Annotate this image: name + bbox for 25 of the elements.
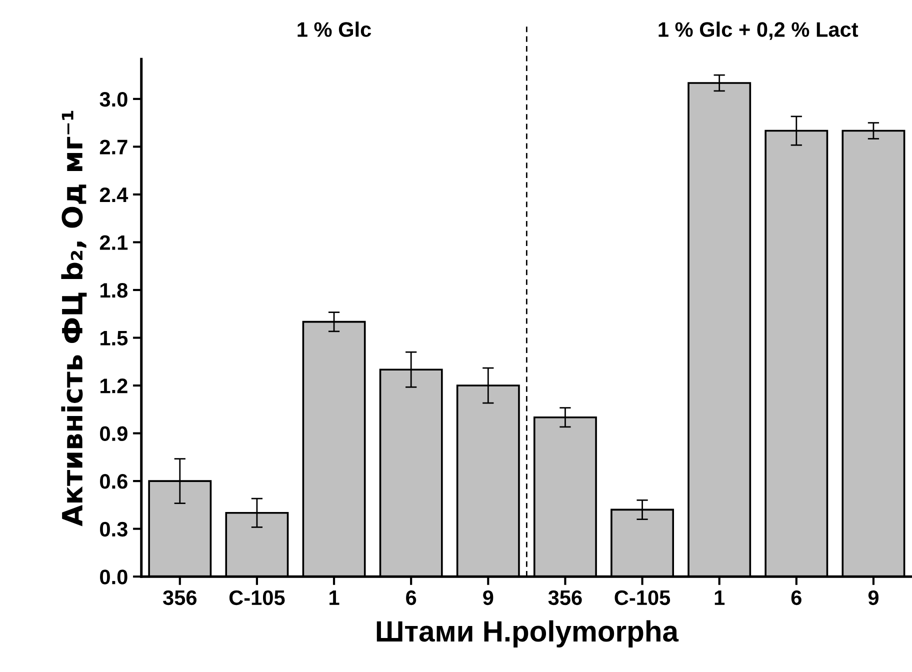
y-tick-label: 1.5 (100, 330, 128, 346)
y-tick-label: 1.2 (100, 378, 128, 394)
x-tick-label: 6 (791, 590, 802, 606)
x-tick-label: C-105 (229, 590, 285, 606)
x-tick-label: 1 (714, 590, 725, 605)
x-axis-title: Штами H.polymorpha (376, 620, 679, 648)
x-tick-label: 9 (868, 590, 878, 606)
y-tick-label: 0.6 (100, 474, 128, 489)
y-tick-label: 2.1 (100, 235, 128, 250)
text: 1 % Glc + 0,2 % Lact (658, 22, 858, 40)
x-tick-label: 9 (483, 590, 494, 606)
y-tick-label: 0.9 (100, 426, 128, 442)
y-axis-title: Активність ФЦ b₂, Од мг⁻¹ (61, 110, 87, 526)
x-tick-label: C-105 (614, 590, 670, 606)
x-tick-label: 1 (330, 590, 340, 605)
text: 1 % Glc (298, 22, 372, 37)
y-tick-label: 2.4 (100, 187, 128, 202)
x-tick-label: 356 (548, 590, 582, 606)
y-tick-label: 0.3 (100, 522, 128, 537)
x-tick-label: 356 (162, 590, 197, 606)
y-tick-label: 1.8 (100, 282, 128, 298)
y-tick-label: 2.7 (100, 140, 128, 154)
y-tick-label: 3.0 (100, 92, 128, 107)
x-tick-label: 6 (406, 590, 416, 606)
y-tick-label: 0.0 (100, 570, 128, 584)
